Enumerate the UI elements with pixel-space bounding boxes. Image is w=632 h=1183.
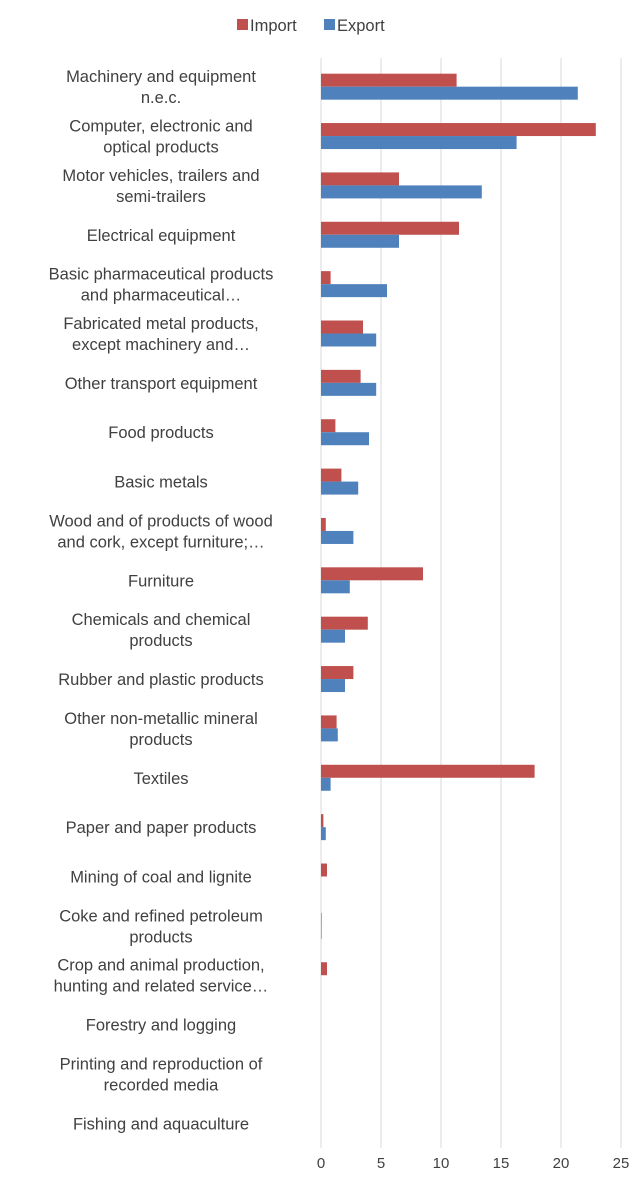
bar-import xyxy=(321,419,336,433)
legend-label-import: Import xyxy=(250,17,297,35)
category-label: Mining of coal and lignite xyxy=(70,869,252,887)
x-tick-label: 20 xyxy=(553,1155,570,1172)
category-label: Wood and of products of wood and cork, ex… xyxy=(49,512,273,551)
bar-export xyxy=(321,86,578,100)
bar-import xyxy=(321,172,399,186)
bar-import xyxy=(321,715,337,729)
bar-import xyxy=(321,616,368,630)
bar-import xyxy=(321,369,361,383)
category-label: Chemicals and chemical products xyxy=(72,611,251,650)
bar-import xyxy=(321,666,354,680)
bar-export xyxy=(321,382,377,396)
category-label: Forestry and logging xyxy=(86,1017,236,1035)
bar-export xyxy=(321,728,338,742)
bar-import xyxy=(321,962,327,976)
x-tick-label: 5 xyxy=(377,1155,385,1172)
bar-export xyxy=(321,284,387,298)
category-label: Basic metals xyxy=(114,474,208,492)
bar-export xyxy=(321,530,354,544)
legend-swatch-export xyxy=(324,19,335,30)
bar-import xyxy=(321,814,324,828)
bar-import xyxy=(321,271,331,285)
category-label: Paper and paper products xyxy=(66,819,257,837)
bar-export xyxy=(321,234,399,248)
bar-export xyxy=(321,185,482,199)
x-tick-label: 25 xyxy=(613,1155,630,1172)
category-label: Crop and animal production, hunting and r… xyxy=(54,957,269,996)
bar-export xyxy=(321,679,345,693)
bar-export xyxy=(321,580,350,594)
x-tick-label: 15 xyxy=(493,1155,510,1172)
category-label: Food products xyxy=(108,424,213,442)
category-label: Motor vehicles, trailers and semi-trailer… xyxy=(62,167,259,206)
bar-export xyxy=(321,333,377,347)
bar-export xyxy=(321,481,359,495)
bar-import xyxy=(321,123,596,137)
category-label: Other transport equipment xyxy=(65,375,258,393)
bar-import xyxy=(321,320,363,334)
x-tick-label: 0 xyxy=(317,1155,325,1172)
category-label: Machinery and equipment n.e.c. xyxy=(66,68,256,107)
bar-export xyxy=(321,629,345,643)
category-label: Printing and reproduction of recorded med… xyxy=(60,1055,263,1094)
bar-export xyxy=(321,136,517,150)
legend-swatch-import xyxy=(237,19,248,30)
bar-import xyxy=(321,221,459,235)
category-labels: Machinery and equipment n.e.c. Computer, e… xyxy=(49,68,274,1133)
bar-import xyxy=(321,73,457,87)
bar-export xyxy=(321,925,322,939)
category-label: Coke and refined petroleum products xyxy=(59,907,263,946)
category-label: Furniture xyxy=(128,572,194,590)
x-tick-labels: 0 5 10 15 20 25 xyxy=(317,1155,630,1172)
bar-import xyxy=(321,567,423,581)
category-label: Fabricated metal products, except machine… xyxy=(63,315,258,354)
x-tick-label: 10 xyxy=(433,1155,450,1172)
bar-import xyxy=(321,863,327,877)
legend-label-export: Export xyxy=(337,17,385,35)
category-label: Electrical equipment xyxy=(87,227,236,245)
category-label: Basic pharmaceutical products and pharmac… xyxy=(49,266,274,305)
bars xyxy=(321,73,596,976)
category-label: Computer, electronic and optical products xyxy=(69,118,252,157)
bar-import xyxy=(321,468,342,482)
bar-import xyxy=(321,517,326,531)
bar-export xyxy=(321,432,369,446)
category-label: Other non-metallic mineral products xyxy=(64,710,258,749)
bar-export xyxy=(321,777,331,791)
category-label: Fishing and aquaculture xyxy=(73,1115,249,1133)
legend: Import Export xyxy=(237,17,385,35)
category-label: Rubber and plastic products xyxy=(58,671,263,689)
gridlines xyxy=(320,58,622,1148)
bar-import xyxy=(321,764,535,778)
category-label: Textiles xyxy=(133,770,188,788)
bar-export xyxy=(321,827,326,841)
bar-import xyxy=(321,912,322,926)
